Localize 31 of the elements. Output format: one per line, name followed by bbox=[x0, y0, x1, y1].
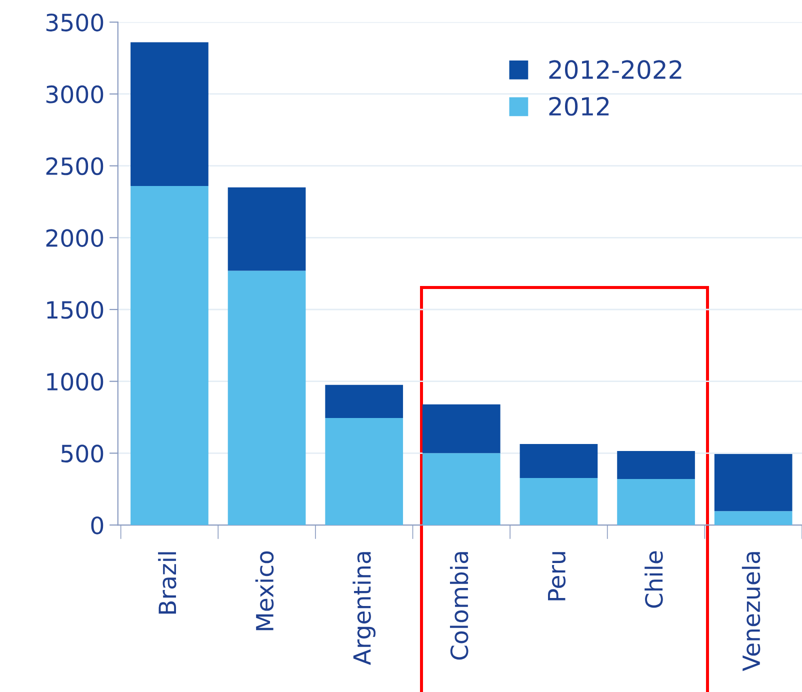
bar bbox=[714, 454, 792, 512]
x-tick-label: Colombia bbox=[450, 552, 468, 660]
bar bbox=[130, 186, 208, 526]
y-tick-label: 0 bbox=[91, 516, 104, 534]
y-tick-label: 3500 bbox=[46, 14, 104, 32]
bar bbox=[422, 453, 500, 526]
bar bbox=[325, 418, 404, 526]
x-tick-label: Brazil bbox=[158, 552, 176, 614]
bar bbox=[325, 384, 404, 418]
bar bbox=[228, 187, 306, 271]
x-tick-label: Peru bbox=[548, 552, 566, 600]
y-tick-label: 1000 bbox=[47, 372, 104, 391]
bar bbox=[520, 478, 598, 526]
x-tick-label: Chile bbox=[644, 551, 663, 608]
y-tick-label: 2500 bbox=[46, 157, 104, 176]
legend-label: 2012-2022 bbox=[549, 60, 682, 80]
y-tick-label: 2000 bbox=[46, 229, 104, 247]
x-tick-label: Argentina bbox=[352, 552, 376, 666]
y-tick-label: 500 bbox=[61, 444, 104, 462]
y-tick-label: 3000 bbox=[46, 85, 104, 104]
x-tick-label: Venezuela bbox=[742, 552, 760, 672]
bar bbox=[714, 511, 792, 526]
y-tick-label: 1500 bbox=[47, 300, 104, 319]
bar bbox=[130, 42, 208, 186]
bar bbox=[228, 270, 306, 526]
legend-label: 2012 bbox=[549, 96, 609, 116]
bar bbox=[617, 451, 695, 480]
bar bbox=[422, 404, 500, 454]
x-tick-label: Mexico bbox=[255, 551, 274, 630]
bar bbox=[520, 444, 598, 478]
bar bbox=[617, 479, 695, 526]
